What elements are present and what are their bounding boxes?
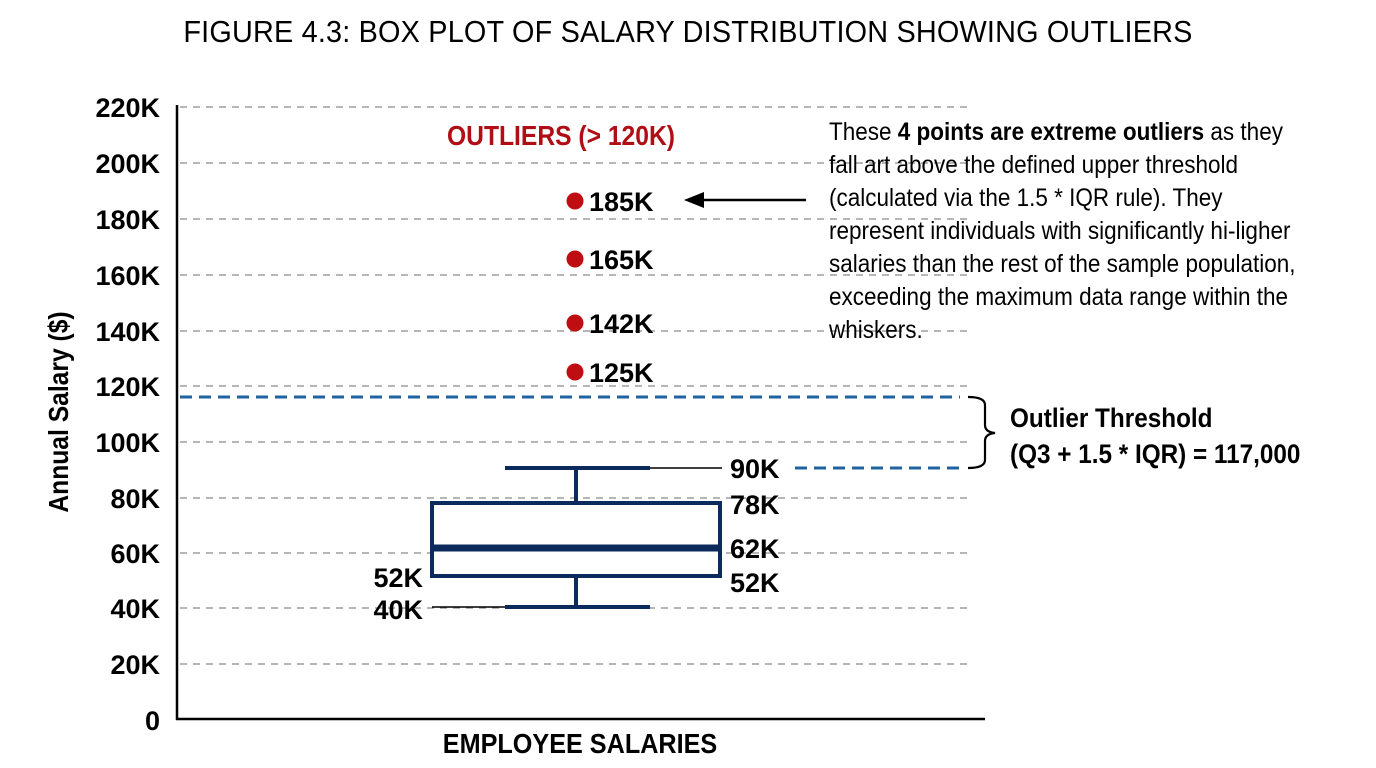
threshold-formula: (Q3 + 1.5 * IQR) = 117,000: [1010, 439, 1301, 469]
svg-text:180K: 180K: [95, 205, 160, 235]
brace-icon: [967, 395, 996, 470]
outlier-label: 142K: [589, 309, 654, 339]
svg-text:0: 0: [145, 706, 160, 736]
y-axis-label: Annual Salary ($): [43, 311, 74, 513]
annotation-bold: 4 points are extreme outliers: [897, 118, 1205, 146]
svg-text:40K: 40K: [110, 594, 160, 624]
whiskers: [505, 466, 650, 609]
chart-title: FIGURE 4.3: BOX PLOT OF SALARY DISTRIBUT…: [183, 14, 1193, 49]
svg-text:80K: 80K: [110, 484, 160, 514]
svg-text:220K: 220K: [95, 93, 160, 123]
y-tick-labels: 220K 200K 180K 160K 140K 120K 100K 80K 6…: [95, 93, 160, 736]
q1-label-right: 52K: [730, 568, 780, 598]
x-axis-label: EMPLOYEE SALARIES: [442, 728, 718, 759]
annotation-prefix: These: [829, 118, 898, 146]
svg-text:60K: 60K: [110, 539, 160, 569]
max-label: 90K: [730, 454, 780, 484]
annotation-suffix: as they fall art above the defined upper…: [829, 118, 1296, 344]
svg-text:140K: 140K: [95, 317, 160, 347]
outlier-label: 165K: [589, 245, 654, 275]
svg-text:20K: 20K: [110, 650, 160, 680]
threshold-title: Outlier Threshold: [1010, 403, 1213, 433]
q1-label-left: 52K: [373, 563, 423, 593]
threshold-annotation: Outlier Threshold (Q3 + 1.5 * IQR) = 117…: [1010, 400, 1300, 472]
svg-text:200K: 200K: [95, 149, 160, 179]
q3-label: 78K: [730, 490, 780, 520]
arrow-left-icon: [684, 192, 704, 208]
outlier-label: 185K: [589, 187, 654, 217]
svg-text:120K: 120K: [95, 372, 160, 402]
min-label: 40K: [373, 595, 423, 625]
svg-text:160K: 160K: [95, 261, 160, 291]
svg-text:100K: 100K: [95, 428, 160, 458]
median-label: 62K: [730, 534, 780, 564]
outliers-title: OUTLIERS (> 120K): [447, 120, 675, 151]
iqr-box: [430, 501, 722, 578]
outlier-label: 125K: [589, 358, 654, 388]
outlier-points: [566, 192, 584, 381]
outlier-annotation: These 4 points are extreme outliers as t…: [829, 116, 1315, 347]
